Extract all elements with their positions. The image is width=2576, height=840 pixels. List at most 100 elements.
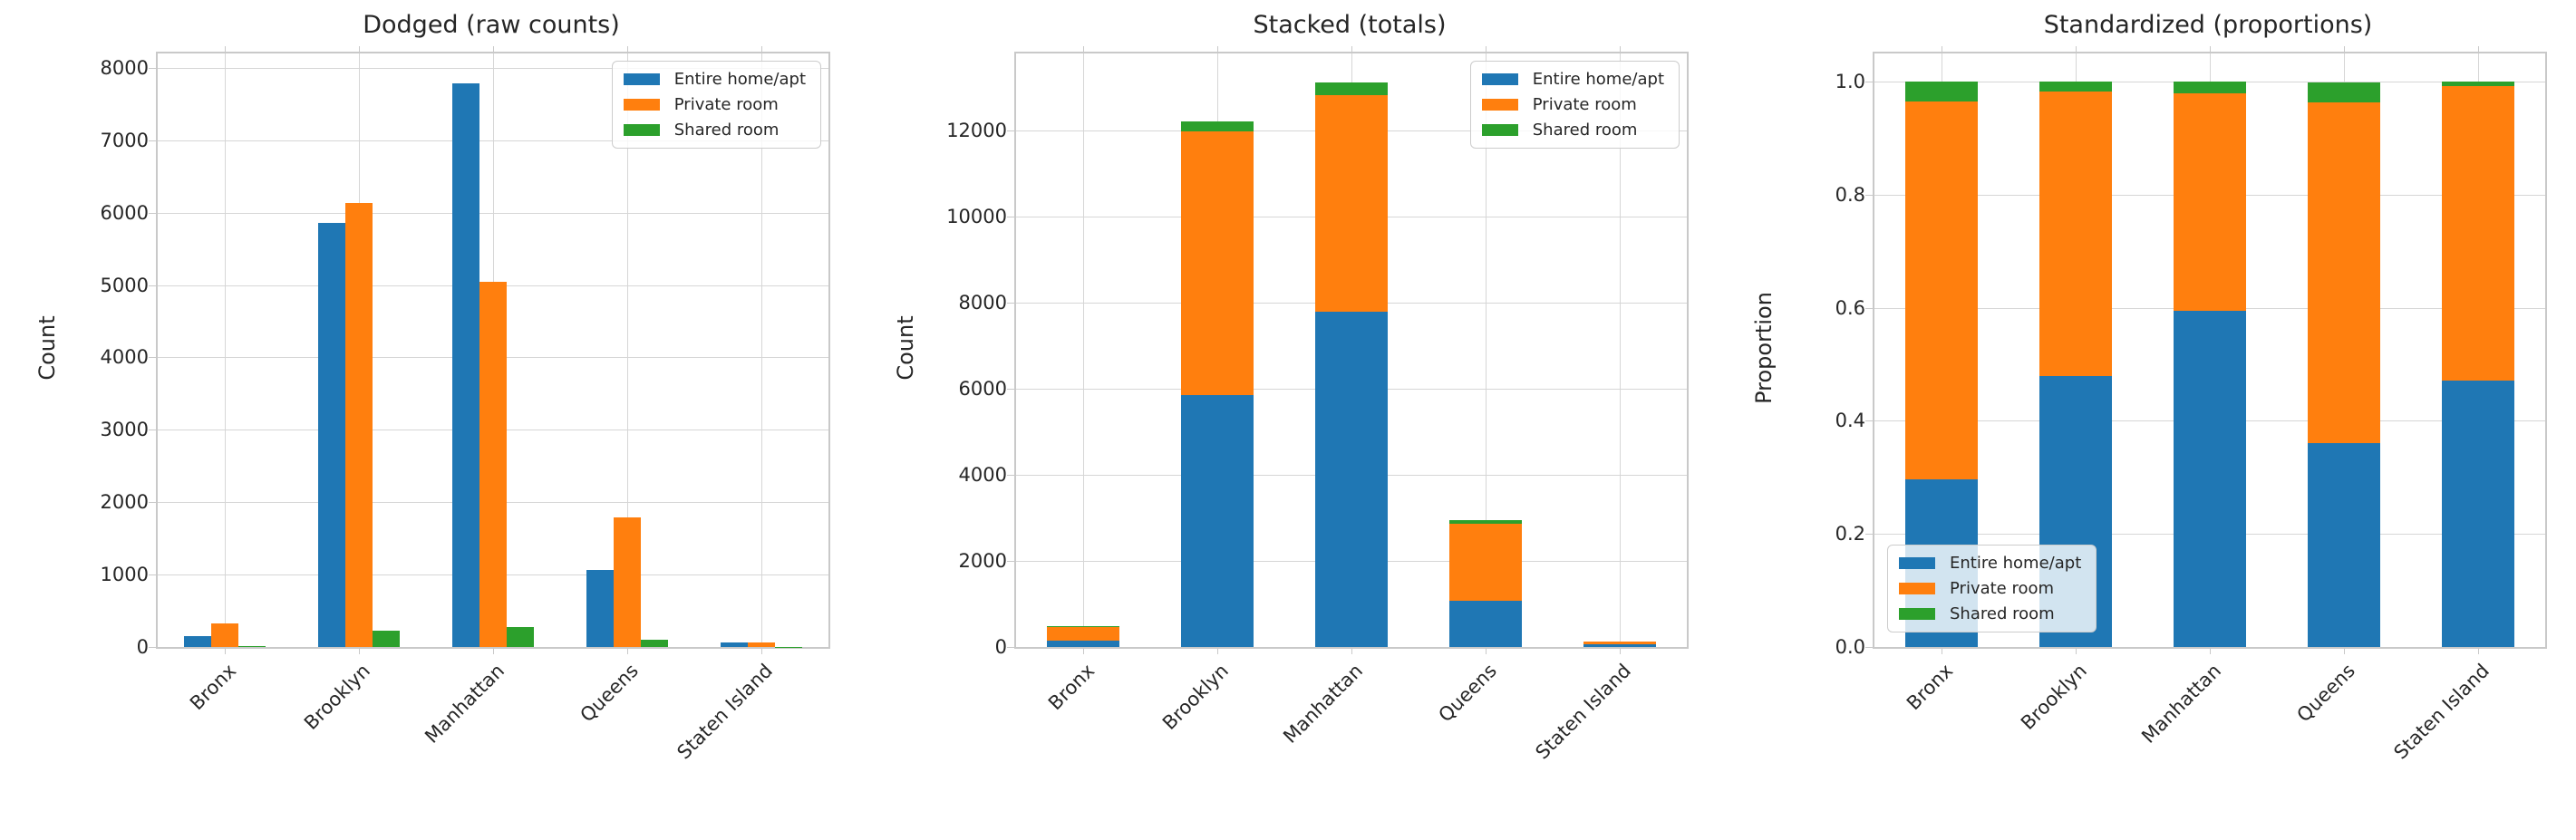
legend-swatch-entire-home-apt bbox=[1899, 557, 1935, 569]
y-tick-label: 6000 bbox=[958, 378, 1007, 401]
x-tick-mark bbox=[761, 46, 762, 53]
bar-segment-entire-home-apt bbox=[1047, 641, 1119, 647]
bar-segment-entire-home-apt bbox=[2308, 442, 2380, 647]
chart-title: Stacked (totals) bbox=[1253, 11, 1447, 39]
bar-entire-home-apt bbox=[184, 636, 211, 647]
y-tick-label: 10000 bbox=[946, 206, 1007, 228]
x-tick-mark bbox=[2478, 647, 2479, 654]
bar-segment-shared-room bbox=[2039, 82, 2112, 92]
bar-segment-private-room bbox=[1315, 94, 1388, 313]
legend: Entire home/apt Private room Shared room bbox=[611, 61, 821, 149]
x-tick-mark bbox=[2210, 46, 2211, 53]
legend-label: Entire home/apt bbox=[673, 70, 806, 89]
x-tick-mark bbox=[493, 46, 494, 53]
bar-segment-shared-room bbox=[2174, 82, 2246, 94]
x-tick-mark bbox=[225, 647, 226, 654]
subplot-stacked: Stacked (totals) Count 0 2000 4000 6000 8000… bbox=[858, 0, 1717, 840]
legend-item: Entire home/apt bbox=[1899, 554, 2081, 573]
bar-segment-private-room bbox=[2174, 93, 2246, 312]
bar-private-room bbox=[479, 281, 507, 647]
legend-swatch-entire-home-apt bbox=[1481, 73, 1518, 85]
legend-item: Private room bbox=[623, 95, 806, 114]
x-tick-mark bbox=[1083, 46, 1084, 53]
bar-segment-entire-home-apt bbox=[1583, 644, 1656, 647]
y-tick-mark bbox=[149, 357, 156, 359]
bar-entire-home-apt bbox=[452, 82, 479, 647]
v-gridline bbox=[1486, 53, 1487, 647]
bar-entire-home-apt bbox=[721, 642, 748, 647]
y-axis-label: Count bbox=[34, 315, 60, 381]
plot-area: 0.0 0.2 0.4 0.6 0.8 1.0 Bronx Brooklyn Manhattan… bbox=[1835, 46, 2547, 764]
y-tick-mark bbox=[1865, 420, 1873, 422]
bar-segment-private-room bbox=[1905, 101, 1978, 480]
bar-segment-private-room bbox=[2039, 92, 2112, 376]
x-tick-mark bbox=[627, 647, 628, 654]
y-tick-label: 0.8 bbox=[1835, 183, 1865, 206]
x-tick-mark bbox=[359, 647, 360, 654]
y-axis-label: Count bbox=[893, 315, 918, 381]
y-tick-mark bbox=[1007, 647, 1014, 648]
bar-segment-private-room bbox=[2442, 86, 2514, 381]
legend-label: Private room bbox=[1950, 579, 2055, 598]
x-tick-mark bbox=[2478, 46, 2479, 53]
legend-item: Entire home/apt bbox=[1481, 70, 1664, 89]
bar-segment-shared-room bbox=[1315, 82, 1388, 95]
v-gridline bbox=[1083, 53, 1084, 647]
y-tick-label: 0 bbox=[994, 636, 1007, 658]
y-tick-label: 8000 bbox=[958, 292, 1007, 314]
bar-entire-home-apt bbox=[586, 569, 614, 647]
bar-segment-shared-room bbox=[2442, 82, 2514, 87]
y-tick-mark bbox=[1865, 534, 1873, 536]
bar-segment-shared-room bbox=[1449, 519, 1522, 525]
x-tick-label: Manhattan bbox=[2137, 660, 2225, 748]
legend: Entire home/apt Private room Shared room bbox=[1469, 61, 1680, 149]
bar-segment-shared-room bbox=[1905, 82, 1978, 102]
y-tick-label: 6000 bbox=[100, 201, 149, 224]
y-tick-label: 0.4 bbox=[1835, 410, 1865, 432]
x-tick-label: Bronx bbox=[1902, 660, 1957, 715]
bar-private-room bbox=[748, 642, 775, 647]
v-gridline bbox=[627, 53, 628, 647]
y-tick-mark bbox=[149, 647, 156, 648]
bar-segment-private-room bbox=[1181, 130, 1254, 395]
legend-label: Private room bbox=[673, 95, 779, 114]
bar-shared-room bbox=[373, 631, 400, 647]
x-tick-mark bbox=[1217, 647, 1218, 654]
y-tick-label: 7000 bbox=[100, 129, 149, 151]
x-tick-mark bbox=[1351, 46, 1352, 53]
legend-swatch-private-room bbox=[1481, 99, 1518, 111]
x-tick-mark bbox=[1351, 647, 1352, 654]
x-tick-label: Brooklyn bbox=[299, 660, 374, 735]
y-tick-label: 4000 bbox=[100, 346, 149, 369]
legend-item: Shared room bbox=[623, 121, 806, 140]
legend-item: Private room bbox=[1899, 579, 2081, 598]
x-tick-mark bbox=[2076, 46, 2077, 53]
x-tick-mark bbox=[2344, 647, 2345, 654]
x-tick-label: Staten Island bbox=[673, 660, 777, 764]
x-tick-mark bbox=[627, 46, 628, 53]
x-tick-mark bbox=[2076, 647, 2077, 654]
y-tick-mark bbox=[1865, 194, 1873, 196]
x-tick-label: Manhattan bbox=[1279, 660, 1367, 748]
x-tick-label: Queens bbox=[576, 660, 643, 727]
bar-segment-entire-home-apt bbox=[2174, 311, 2246, 647]
legend-swatch-shared-room bbox=[623, 124, 660, 136]
subplot-dodged: Dodged (raw counts) Count 0 1000 2000 3000 4… bbox=[0, 0, 858, 840]
y-tick-label: 3000 bbox=[100, 419, 149, 441]
legend-swatch-shared-room bbox=[1899, 608, 1935, 620]
bar-segment-entire-home-apt bbox=[1449, 601, 1522, 647]
bar-segment-private-room bbox=[1449, 524, 1522, 602]
x-tick-mark bbox=[2210, 647, 2211, 654]
legend-label: Entire home/apt bbox=[1950, 554, 2082, 573]
y-tick-label: 4000 bbox=[958, 464, 1007, 487]
bar-private-room bbox=[211, 623, 238, 647]
x-tick-label: Brooklyn bbox=[1157, 660, 1233, 735]
bar-shared-room bbox=[641, 639, 668, 647]
y-tick-label: 0 bbox=[136, 636, 149, 658]
plot-area: 0 1000 2000 3000 4000 5000 6000 7000 8000 Bronx Br… bbox=[101, 46, 830, 764]
x-tick-label: Staten Island bbox=[1531, 660, 1635, 764]
bar-segment-private-room bbox=[1583, 642, 1656, 645]
bar-entire-home-apt bbox=[318, 222, 345, 647]
y-tick-label: 2000 bbox=[958, 550, 1007, 573]
